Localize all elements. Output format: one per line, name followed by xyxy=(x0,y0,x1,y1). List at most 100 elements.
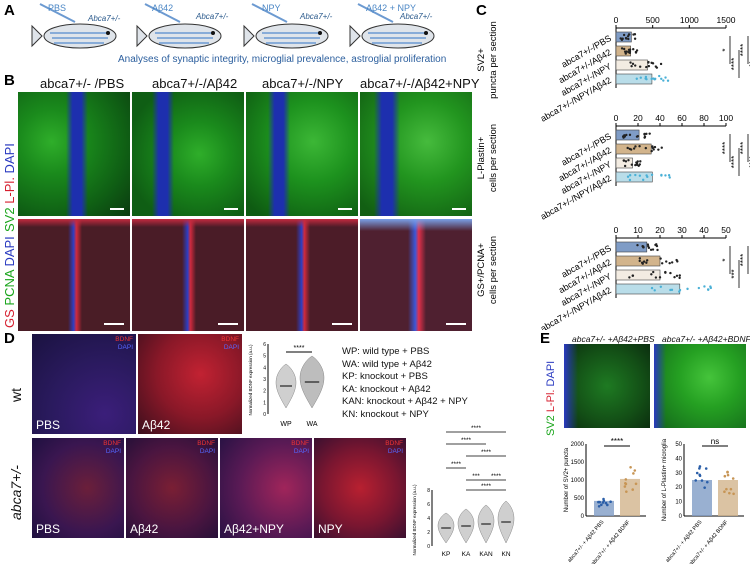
tick-label: 3 xyxy=(263,377,266,383)
genotype-label: Abca7+/- xyxy=(88,14,120,23)
tick-label: 0 xyxy=(614,113,619,123)
category-label: KN xyxy=(501,551,510,558)
data-point xyxy=(626,147,628,149)
data-point xyxy=(637,135,639,137)
data-point xyxy=(645,147,647,149)
micrograph-bdnf: Aβ42 BDNF DAPI xyxy=(126,438,218,538)
column-header: abca7+/- /PBS xyxy=(40,76,124,91)
data-point xyxy=(698,287,700,289)
y-axis-label: SV2+ xyxy=(476,48,487,72)
zebrafish-icon xyxy=(137,24,221,48)
tick-label: 1 xyxy=(263,400,266,406)
micrograph-gs-pcna xyxy=(360,219,472,331)
data-point xyxy=(635,51,637,53)
data-point xyxy=(609,500,612,503)
tick-label: 100 xyxy=(719,113,733,123)
legend-item: KAN: knockout + Aβ42 + NPY xyxy=(342,396,468,409)
data-point xyxy=(648,132,650,134)
tick-label: 20 xyxy=(633,113,643,123)
data-point xyxy=(664,76,666,78)
data-point xyxy=(673,276,675,278)
data-point xyxy=(660,174,662,176)
data-point xyxy=(632,275,634,277)
data-point xyxy=(698,474,701,477)
sig-stars: **** xyxy=(491,473,502,480)
category-label: KP xyxy=(442,551,451,558)
data-point xyxy=(623,34,625,36)
violin-chart-wt: 0123456WP WA****Normalized BDNF expressio… xyxy=(246,334,330,430)
data-point xyxy=(628,33,630,35)
tick-label: 500 xyxy=(574,496,585,502)
tick-label: 40 xyxy=(675,456,682,462)
tick-label: 0 xyxy=(427,544,430,550)
data-point xyxy=(696,472,699,475)
y-axis-label: L-Plastin+ xyxy=(476,136,487,179)
sig-stars: **** xyxy=(730,156,739,168)
data-point xyxy=(660,78,662,80)
data-point xyxy=(628,276,630,278)
column-header: abca7+/- +Aβ42+BDNF xyxy=(662,334,750,344)
data-point xyxy=(636,244,638,246)
data-point xyxy=(632,472,635,475)
data-point xyxy=(654,146,656,148)
scale-bar xyxy=(104,323,124,325)
y-axis-label: GS+/PCNA+ xyxy=(476,243,487,297)
tick-label: 500 xyxy=(646,15,660,25)
data-point xyxy=(650,249,652,251)
data-point xyxy=(645,262,647,264)
bar xyxy=(616,46,631,56)
data-point xyxy=(645,78,647,80)
data-point xyxy=(627,159,629,161)
tick-label: 2 xyxy=(427,530,430,536)
data-point xyxy=(656,249,658,251)
y-axis-label: cells per section xyxy=(488,236,499,304)
data-point xyxy=(635,482,638,485)
data-point xyxy=(659,276,661,278)
sig-stars: *** xyxy=(730,269,739,278)
data-point xyxy=(665,260,667,262)
data-point xyxy=(664,271,666,273)
data-point xyxy=(645,174,647,176)
data-point xyxy=(622,136,624,138)
data-point xyxy=(678,277,680,279)
data-point xyxy=(640,77,642,79)
data-point xyxy=(723,490,726,493)
tick-label: 0 xyxy=(263,412,266,418)
micrograph-gs-pcna xyxy=(246,219,358,331)
data-point xyxy=(602,501,605,504)
sig-stars: **** xyxy=(461,437,472,444)
tick-label: 1000 xyxy=(571,478,585,484)
category-label: KAN xyxy=(479,551,493,558)
tick-label: 0 xyxy=(581,514,585,520)
data-point xyxy=(636,78,638,80)
tick-label: 0 xyxy=(614,15,619,25)
data-point xyxy=(598,505,601,508)
y-axis-label: cells per section xyxy=(488,124,499,192)
group-pbs-label: PBS xyxy=(48,3,66,13)
tick-label: 0 xyxy=(679,514,683,520)
tick-label: 50 xyxy=(675,442,682,448)
data-point xyxy=(629,50,631,52)
tick-label: 6 xyxy=(427,502,430,508)
violin-chart-ko: 02468KP KA KAN KN******************* *******… xyxy=(410,420,526,564)
data-point xyxy=(705,467,708,470)
data-point xyxy=(605,502,608,505)
data-point xyxy=(652,271,654,273)
data-point xyxy=(629,466,632,469)
group-npy-label: NPY xyxy=(262,3,281,13)
micrograph-gs-pcna xyxy=(132,219,244,331)
data-point xyxy=(597,501,600,504)
data-point xyxy=(639,175,641,177)
panel-label-b: B xyxy=(4,72,15,89)
group-legend: WP: wild type + PBS WA: wild type + Aβ42… xyxy=(342,346,468,421)
data-point xyxy=(671,289,673,291)
micrograph-bdnf: Aβ42+NPY BDNF DAPI xyxy=(220,438,312,538)
data-point xyxy=(657,148,659,150)
data-point xyxy=(703,285,705,287)
data-point xyxy=(625,483,628,486)
data-point xyxy=(629,148,631,150)
data-point xyxy=(634,164,636,166)
sig-stars: **** xyxy=(721,142,730,154)
data-point xyxy=(669,176,671,178)
column-header: abca7+/- +Aβ42+PBS xyxy=(572,334,655,344)
